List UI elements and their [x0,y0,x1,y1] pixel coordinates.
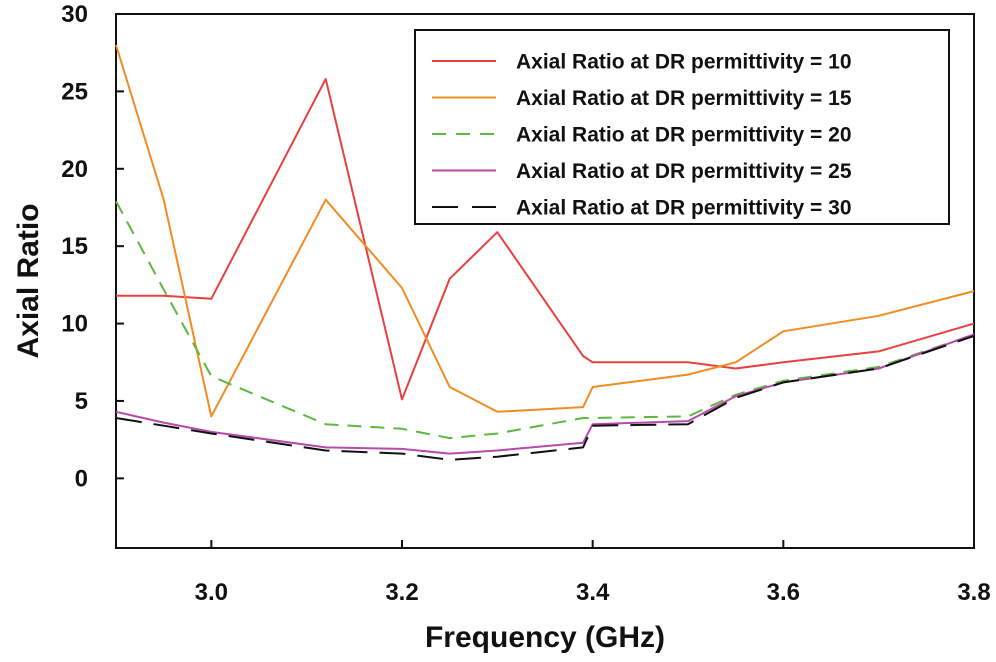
x-tick-label: 3.8 [957,579,990,606]
plot-frame [115,13,975,549]
legend-label-1: Axial Ratio at DR permittivity = 10 [516,51,852,74]
y-tick-label: 25 [61,78,88,105]
series-layer [115,44,975,461]
y-tick-label: 15 [61,233,88,260]
x-tick-label: 3.2 [385,579,418,606]
x-tick-label: 3.6 [767,579,800,606]
series-line-3 [115,200,975,440]
legend-label-3: Axial Ratio at DR permittivity = 20 [516,124,852,147]
y-tick-label: 20 [61,156,88,183]
y-tick-label: 30 [61,1,88,28]
legend-label-2: Axial Ratio at DR permittivity = 15 [516,87,852,110]
x-tick-label: 3.0 [195,579,228,606]
y-axis-title: Axial Ratio [12,203,45,358]
series-line-1 [116,78,975,401]
series-line-5 [115,334,975,461]
ticks-layer: 0 5 10 15 20 25 30 3.0 3.2 3.4 3.6 3.8 [61,1,990,606]
x-axis-title: Frequency (GHz) [425,621,665,654]
legend: Axial Ratio at DR permittivity = 10 Axial… [414,29,950,225]
plot-area [115,13,975,549]
legend-box [414,29,950,225]
series-line-2 [115,44,975,418]
y-tick-label: 10 [61,311,88,338]
legend-label-4: Axial Ratio at DR permittivity = 25 [516,160,852,183]
y-tick-label: 5 [75,388,88,415]
y-tick-label: 0 [75,465,88,492]
legend-label-5: Axial Ratio at DR permittivity = 30 [516,197,852,220]
x-tick-label: 3.4 [576,579,610,606]
